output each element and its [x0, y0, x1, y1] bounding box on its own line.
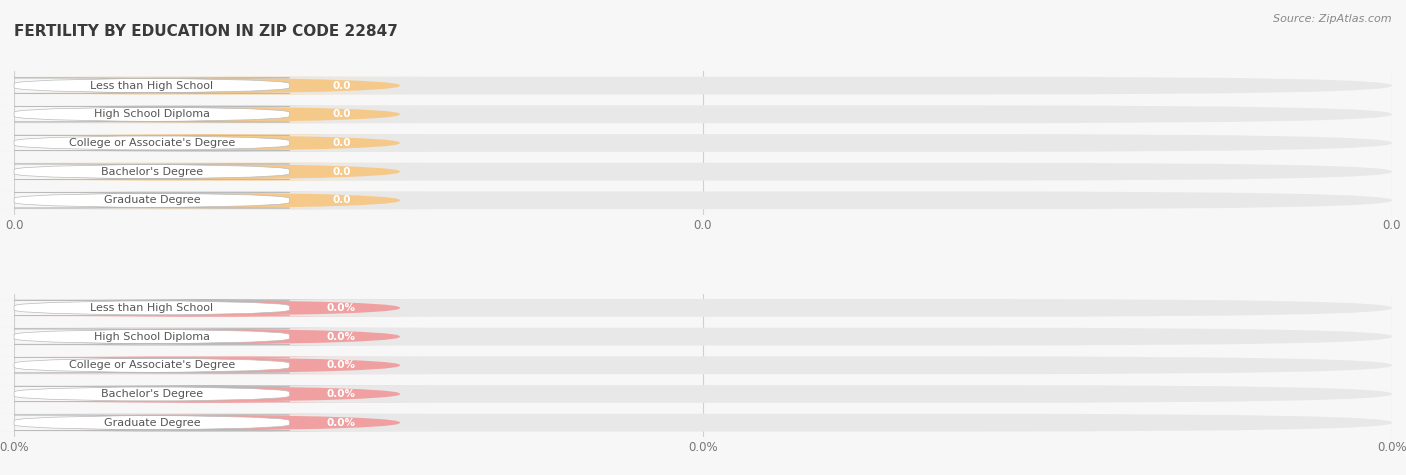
FancyBboxPatch shape [14, 105, 1392, 123]
FancyBboxPatch shape [0, 105, 427, 123]
FancyBboxPatch shape [0, 163, 427, 180]
Text: 0.0: 0.0 [332, 109, 350, 119]
FancyBboxPatch shape [14, 191, 1392, 209]
Text: 0.0%: 0.0% [326, 418, 356, 428]
Text: Bachelor's Degree: Bachelor's Degree [101, 167, 202, 177]
FancyBboxPatch shape [0, 134, 427, 152]
Text: College or Associate's Degree: College or Associate's Degree [69, 138, 235, 148]
FancyBboxPatch shape [14, 76, 1392, 95]
FancyBboxPatch shape [14, 164, 290, 180]
Text: 0.0: 0.0 [332, 138, 350, 148]
Text: 0.0: 0.0 [332, 195, 350, 205]
FancyBboxPatch shape [14, 385, 1392, 403]
Text: Bachelor's Degree: Bachelor's Degree [101, 389, 202, 399]
Text: Less than High School: Less than High School [90, 81, 214, 91]
FancyBboxPatch shape [0, 414, 427, 432]
Text: Graduate Degree: Graduate Degree [104, 195, 200, 205]
Text: 0.0%: 0.0% [326, 360, 356, 370]
FancyBboxPatch shape [0, 76, 427, 95]
FancyBboxPatch shape [14, 135, 290, 151]
FancyBboxPatch shape [14, 358, 290, 373]
FancyBboxPatch shape [0, 299, 427, 317]
FancyBboxPatch shape [14, 299, 1392, 317]
FancyBboxPatch shape [14, 193, 290, 208]
FancyBboxPatch shape [14, 414, 1392, 432]
FancyBboxPatch shape [14, 386, 290, 402]
Text: 0.0%: 0.0% [326, 303, 356, 313]
FancyBboxPatch shape [14, 106, 290, 122]
Text: Less than High School: Less than High School [90, 303, 214, 313]
FancyBboxPatch shape [14, 78, 290, 93]
FancyBboxPatch shape [14, 328, 1392, 345]
FancyBboxPatch shape [0, 356, 427, 374]
Text: Source: ZipAtlas.com: Source: ZipAtlas.com [1274, 14, 1392, 24]
Text: Graduate Degree: Graduate Degree [104, 418, 200, 428]
FancyBboxPatch shape [14, 134, 1392, 152]
FancyBboxPatch shape [0, 191, 427, 209]
FancyBboxPatch shape [14, 329, 290, 344]
Text: High School Diploma: High School Diploma [94, 109, 209, 119]
FancyBboxPatch shape [14, 356, 1392, 374]
FancyBboxPatch shape [0, 328, 427, 345]
Text: FERTILITY BY EDUCATION IN ZIP CODE 22847: FERTILITY BY EDUCATION IN ZIP CODE 22847 [14, 24, 398, 39]
Text: 0.0%: 0.0% [326, 389, 356, 399]
FancyBboxPatch shape [14, 300, 290, 315]
FancyBboxPatch shape [14, 415, 290, 430]
Text: 0.0: 0.0 [332, 81, 350, 91]
Text: 0.0%: 0.0% [326, 332, 356, 342]
FancyBboxPatch shape [0, 385, 427, 403]
FancyBboxPatch shape [14, 163, 1392, 180]
Text: 0.0: 0.0 [332, 167, 350, 177]
Text: High School Diploma: High School Diploma [94, 332, 209, 342]
Text: College or Associate's Degree: College or Associate's Degree [69, 360, 235, 370]
